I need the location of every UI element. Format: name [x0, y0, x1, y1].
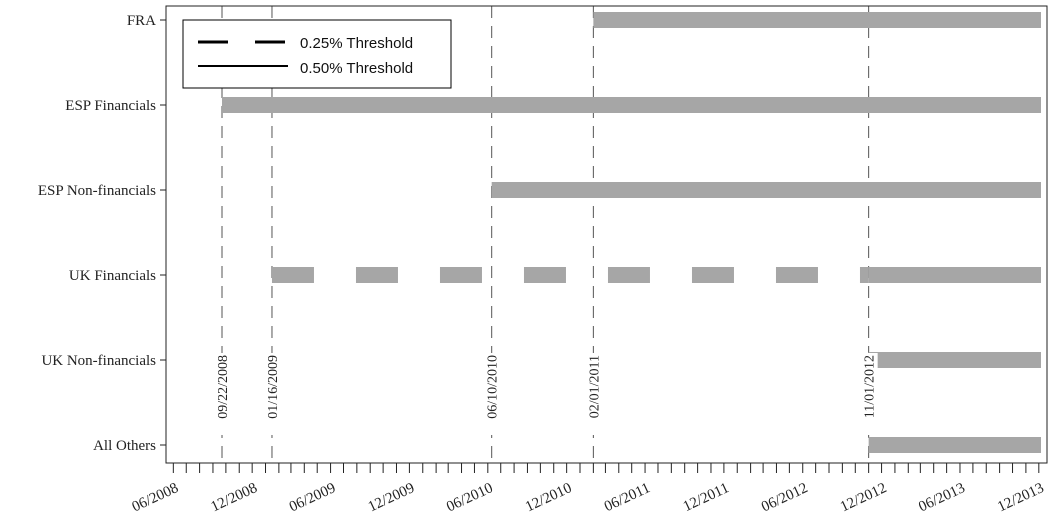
bar-dash [355, 267, 398, 283]
plot-frame-group [165, 5, 1048, 464]
event-label-bg [859, 353, 878, 435]
x-tick-label: 12/2008 [209, 480, 260, 515]
x-tick-label: 12/2009 [366, 480, 417, 515]
event-date-label: 02/01/2011 [587, 355, 602, 418]
bars-group [222, 12, 1042, 453]
x-tick-label: 06/2008 [130, 480, 181, 515]
bar-segment [222, 97, 1041, 113]
legend-box [182, 19, 452, 89]
event-labels-group: 09/22/2008 01/16/2009 06/10/2010 02/01/2011… [213, 353, 878, 435]
event-date-label: 09/22/2008 [216, 355, 231, 419]
bar-dash [859, 267, 869, 283]
event-date-label: 11/01/2012 [863, 355, 878, 418]
bar-segment [868, 267, 1041, 283]
x-tick-label: 12/2013 [995, 480, 1046, 515]
event-label-bg [584, 353, 603, 435]
event-label-bg [482, 353, 501, 435]
bar-segment [593, 12, 1041, 28]
legend-label-0: 0.25% Threshold [300, 35, 413, 52]
x-axis-group: 06/2008 12/2008 06/2009 12/2009 06/2010 12/20… [130, 463, 1047, 515]
y-tick-label: FRA [127, 13, 156, 29]
x-tick-label: 12/2010 [523, 480, 574, 515]
y-tick-label: ESP Financials [65, 98, 156, 114]
legend-label-1: 0.50% Threshold [300, 60, 413, 77]
x-tick-label: 06/2009 [287, 480, 338, 515]
bar-dash [523, 267, 566, 283]
event-label-bg [213, 353, 232, 435]
x-tick-label: 12/2012 [838, 480, 889, 515]
y-tick-label: All Others [93, 438, 156, 454]
y-tick-label: ESP Non-financials [38, 183, 156, 199]
x-tick-label: 06/2012 [759, 480, 810, 515]
bar-dash [775, 267, 818, 283]
bar-dash [691, 267, 734, 283]
plot-frame [165, 5, 1048, 464]
event-label-bg [262, 353, 281, 435]
y-tick-label: UK Non-financials [41, 353, 156, 369]
y-axis-group: FRA ESP Financials ESP Non-financials UK Fi… [38, 13, 166, 454]
x-tick-label: 06/2013 [916, 480, 967, 515]
y-tick-label: UK Financials [69, 268, 156, 284]
legend: 0.25% Threshold 0.50% Threshold [182, 19, 452, 89]
event-date-label: 01/16/2009 [266, 355, 281, 419]
x-tick-label: 12/2011 [681, 480, 732, 515]
bar-dash [607, 267, 650, 283]
bar-segment [868, 437, 1041, 453]
event-date-label: 06/10/2010 [486, 355, 501, 419]
bar-dash [271, 267, 314, 283]
bar-segment [868, 352, 1041, 368]
x-tick-label: 06/2011 [602, 480, 653, 515]
bar-dash [439, 267, 482, 283]
bar-segment [491, 182, 1042, 198]
x-tick-label: 06/2010 [444, 480, 495, 515]
